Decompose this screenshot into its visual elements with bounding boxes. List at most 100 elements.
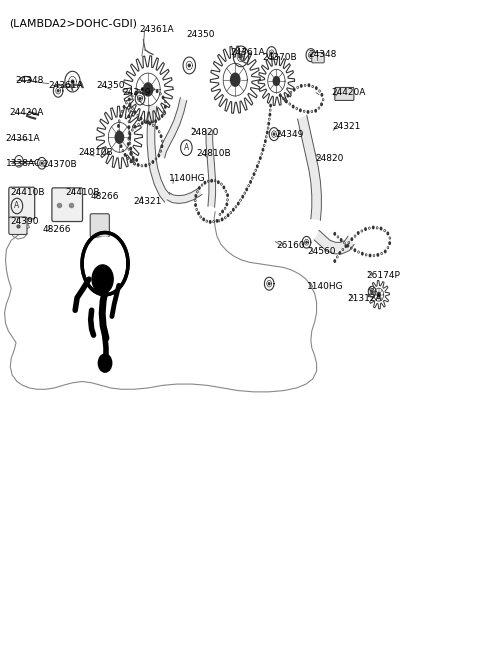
Circle shape: [264, 140, 267, 143]
Text: 24810B: 24810B: [78, 149, 113, 158]
Polygon shape: [314, 230, 354, 254]
Circle shape: [240, 55, 242, 58]
Circle shape: [279, 93, 282, 97]
Polygon shape: [158, 98, 187, 158]
Circle shape: [306, 241, 307, 243]
Circle shape: [129, 104, 132, 108]
Circle shape: [388, 241, 391, 245]
Circle shape: [210, 178, 213, 182]
Circle shape: [384, 249, 387, 253]
Circle shape: [148, 86, 151, 90]
Text: 24410B: 24410B: [65, 188, 100, 197]
Text: 24348: 24348: [308, 50, 336, 59]
Circle shape: [256, 164, 259, 168]
FancyBboxPatch shape: [9, 187, 35, 219]
Circle shape: [128, 97, 131, 101]
Circle shape: [160, 144, 163, 148]
Circle shape: [252, 172, 255, 176]
Circle shape: [287, 94, 289, 97]
Circle shape: [128, 125, 131, 129]
Text: 24560: 24560: [307, 247, 336, 256]
Text: 24810B: 24810B: [196, 149, 230, 158]
Circle shape: [237, 202, 240, 206]
Circle shape: [129, 152, 132, 156]
Circle shape: [85, 236, 125, 291]
Circle shape: [266, 130, 269, 134]
Circle shape: [122, 105, 125, 109]
Text: 21312A: 21312A: [348, 294, 382, 303]
Text: 24361A: 24361A: [230, 48, 265, 57]
Circle shape: [364, 227, 367, 231]
Circle shape: [41, 162, 43, 164]
Text: 48266: 48266: [43, 225, 72, 234]
Text: 1140HG: 1140HG: [169, 174, 206, 182]
Circle shape: [369, 254, 372, 258]
Circle shape: [188, 64, 190, 67]
Polygon shape: [147, 105, 170, 202]
Text: 24820: 24820: [316, 154, 344, 163]
Circle shape: [156, 126, 158, 130]
Circle shape: [350, 238, 353, 241]
Circle shape: [162, 95, 165, 99]
Circle shape: [194, 194, 197, 198]
Circle shape: [292, 104, 295, 108]
Circle shape: [147, 120, 150, 124]
Text: 24390: 24390: [10, 217, 39, 226]
Circle shape: [119, 114, 122, 118]
Circle shape: [98, 354, 112, 372]
Circle shape: [232, 208, 235, 212]
Circle shape: [141, 87, 144, 91]
Text: 24349: 24349: [276, 130, 304, 140]
Circle shape: [72, 80, 73, 83]
Text: A: A: [14, 201, 20, 210]
Circle shape: [293, 88, 296, 92]
Circle shape: [273, 76, 280, 86]
Circle shape: [307, 110, 310, 114]
Text: 24321: 24321: [134, 197, 162, 206]
Circle shape: [161, 114, 164, 118]
Circle shape: [353, 249, 356, 252]
Circle shape: [152, 160, 155, 164]
Circle shape: [320, 103, 323, 106]
Circle shape: [308, 83, 311, 87]
Text: 48266: 48266: [91, 192, 119, 201]
Circle shape: [372, 226, 375, 230]
Circle shape: [315, 86, 318, 90]
Text: A: A: [184, 143, 189, 153]
Text: 24350: 24350: [186, 30, 215, 39]
Circle shape: [115, 130, 124, 144]
Circle shape: [259, 156, 262, 160]
Circle shape: [345, 244, 348, 248]
Circle shape: [262, 148, 264, 152]
FancyBboxPatch shape: [52, 188, 83, 221]
Circle shape: [299, 108, 302, 112]
FancyBboxPatch shape: [335, 88, 354, 101]
Text: 24370B: 24370B: [43, 160, 77, 169]
Text: 24361A: 24361A: [140, 25, 174, 34]
Circle shape: [128, 136, 131, 140]
Circle shape: [143, 82, 154, 97]
Circle shape: [139, 97, 141, 99]
Circle shape: [92, 265, 113, 293]
Circle shape: [347, 244, 349, 248]
Circle shape: [333, 259, 336, 263]
Circle shape: [221, 217, 224, 221]
Circle shape: [300, 84, 303, 88]
Circle shape: [217, 180, 220, 184]
Text: 24350: 24350: [96, 81, 125, 90]
FancyBboxPatch shape: [90, 214, 109, 237]
Circle shape: [310, 54, 312, 56]
Circle shape: [380, 227, 383, 230]
Circle shape: [144, 164, 147, 167]
Circle shape: [314, 109, 317, 113]
FancyBboxPatch shape: [312, 53, 324, 63]
Text: (LAMBDA2>DOHC-GDI): (LAMBDA2>DOHC-GDI): [9, 19, 137, 29]
Circle shape: [130, 160, 132, 164]
Circle shape: [141, 121, 144, 125]
Circle shape: [209, 220, 212, 224]
Circle shape: [386, 232, 389, 236]
Circle shape: [245, 188, 248, 191]
Circle shape: [321, 93, 324, 97]
Circle shape: [129, 103, 132, 106]
Circle shape: [154, 119, 157, 123]
